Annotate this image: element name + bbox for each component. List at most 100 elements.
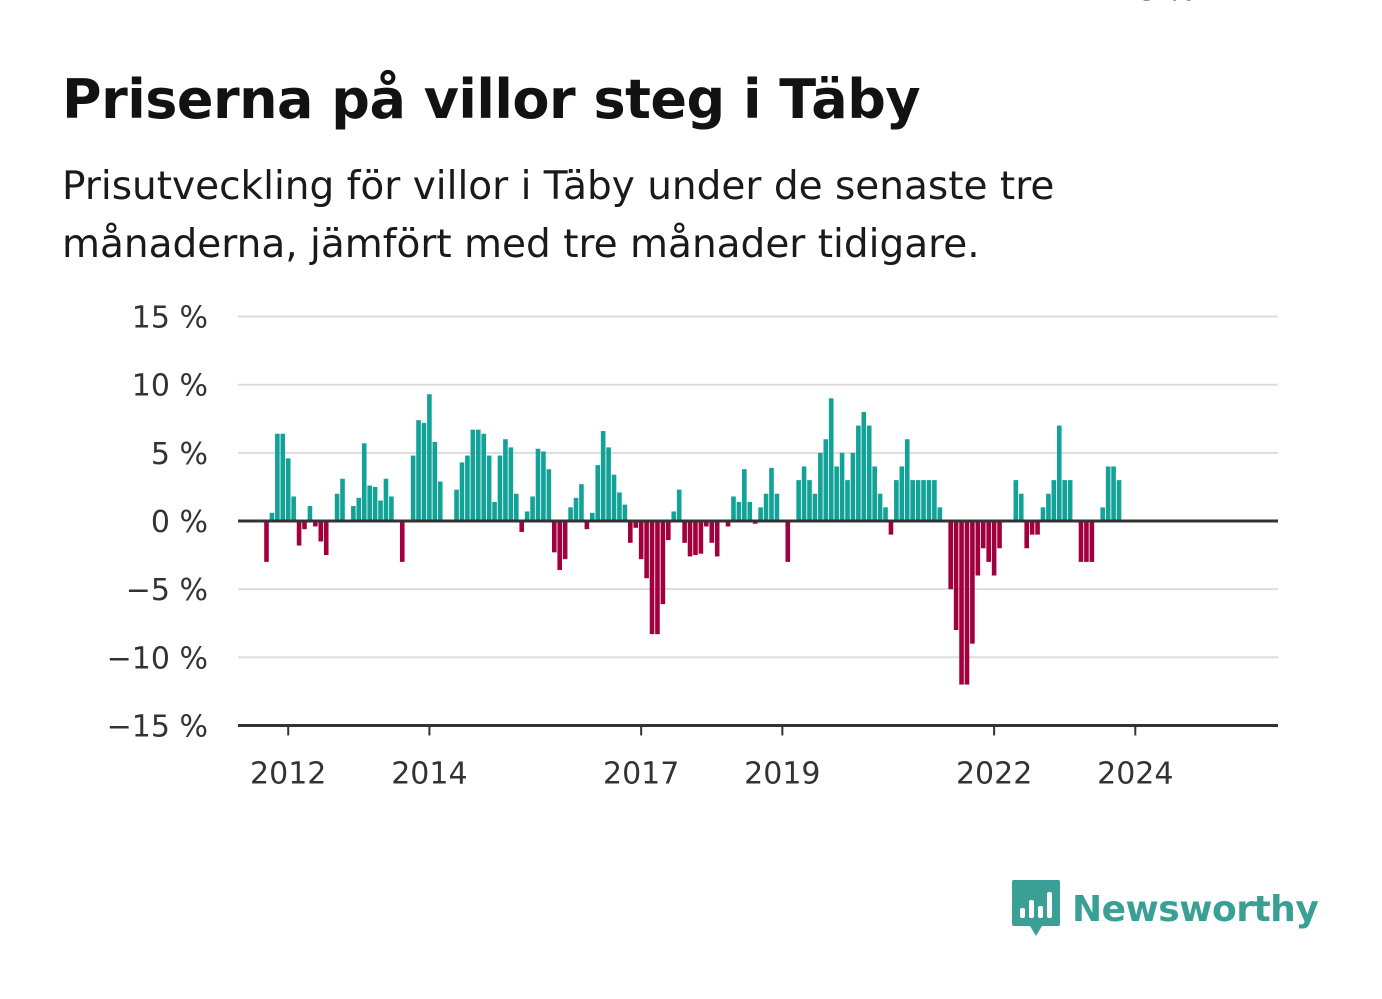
bar-negative <box>1024 521 1029 549</box>
bar-positive <box>361 443 367 521</box>
bar-positive <box>1062 480 1068 521</box>
bar-negative <box>948 521 953 590</box>
bar-positive <box>758 507 763 521</box>
bar-negative <box>997 521 1002 549</box>
bar-positive <box>937 507 943 521</box>
bar-positive <box>861 411 867 521</box>
bar-negative <box>628 521 633 543</box>
chart-subtitle: Prisutveckling för villor i Täby under d… <box>62 164 1055 267</box>
newsworthy-logo-icon <box>1012 880 1060 936</box>
bar-positive <box>1067 480 1073 521</box>
bar-positive <box>774 493 780 521</box>
bar-positive <box>421 422 427 521</box>
bar-positive <box>796 480 801 521</box>
y-tick-label: −15 % <box>107 709 208 744</box>
bar-negative <box>888 521 894 535</box>
bar-positive <box>437 481 443 521</box>
bar-negative <box>562 521 568 560</box>
bar-positive <box>291 496 296 521</box>
bar-positive <box>356 497 362 521</box>
bar-negative <box>519 521 525 532</box>
bar-negative <box>970 521 975 644</box>
bar-negative <box>725 521 731 527</box>
y-tick-label: 0 % <box>151 505 208 540</box>
bar-positive <box>747 501 753 521</box>
x-tick-label: 2017 <box>603 756 679 791</box>
bar-positive <box>470 429 476 521</box>
bar-positive <box>904 439 910 521</box>
bar-negative <box>682 521 687 543</box>
bar-positive <box>481 433 486 521</box>
bar-negative <box>323 521 329 556</box>
bar-positive <box>269 512 275 521</box>
bar-negative <box>557 521 563 571</box>
bar-positive <box>378 500 383 522</box>
y-axis-tick-labels: 15 % 10 % 5 % 0 % −5 % −10 % −15 % <box>107 301 208 745</box>
bar-positive <box>801 466 807 521</box>
bar-negative <box>959 521 964 685</box>
bar-positive <box>1051 480 1057 521</box>
bar-negative <box>709 521 715 543</box>
bar-positive <box>812 493 818 521</box>
bar-positive <box>410 455 416 521</box>
bar-positive <box>676 489 682 521</box>
bar-negative <box>551 521 557 553</box>
bar-negative <box>1029 521 1035 535</box>
bar-negative <box>655 521 660 635</box>
bar-negative <box>953 521 959 631</box>
latest-value-label: 3 % <box>1138 0 1195 8</box>
x-tick-label: 2019 <box>744 756 820 791</box>
bar-positive <box>622 504 628 521</box>
y-tick-label: −5 % <box>126 573 208 608</box>
bar-positive <box>736 501 742 521</box>
x-tick-label: 2014 <box>391 756 467 791</box>
bar-positive <box>340 478 345 521</box>
bar-positive <box>475 429 481 521</box>
bar-positive <box>611 474 617 521</box>
bar-positive <box>910 480 915 521</box>
bar-positive <box>541 451 546 521</box>
bar-positive <box>513 493 519 521</box>
bar-positive <box>416 420 421 521</box>
bar-positive <box>839 452 845 521</box>
bar-negative <box>975 521 981 576</box>
bar-negative <box>693 521 698 556</box>
bar-negative <box>1078 521 1084 562</box>
bar-negative <box>964 521 970 685</box>
bar-positive <box>285 458 291 521</box>
bar-positive <box>769 467 774 521</box>
bar-negative <box>714 521 720 557</box>
bar-negative <box>666 521 671 541</box>
bar-positive <box>524 511 530 521</box>
bar-positive <box>497 455 503 521</box>
bar-positive <box>1013 480 1019 521</box>
x-tick-label: 2012 <box>250 756 326 791</box>
bar-positive <box>579 484 584 521</box>
bar-positive <box>1105 466 1111 521</box>
bar-positive <box>617 492 622 521</box>
bar-positive <box>866 425 872 521</box>
bar-positive <box>389 496 394 521</box>
bar-positive <box>1100 507 1106 521</box>
bar-positive <box>742 469 747 521</box>
gridlines <box>238 315 1278 659</box>
bar-positive <box>818 452 823 521</box>
bar-positive <box>595 465 601 521</box>
bar-positive <box>915 480 921 521</box>
bar-positive <box>1018 493 1024 521</box>
bar-negative <box>633 521 639 528</box>
bar-positive <box>573 497 579 521</box>
bar-positive <box>600 431 606 521</box>
bar-positive <box>877 493 883 521</box>
bar-positive <box>894 480 899 521</box>
y-tick-label: −10 % <box>107 641 208 676</box>
bar-negative <box>644 521 649 579</box>
bar-positive <box>459 462 465 521</box>
bar-positive <box>899 466 905 521</box>
bar-positive <box>1116 480 1122 521</box>
bar-negative <box>687 521 693 557</box>
bar-negative <box>785 521 791 562</box>
bar-negative <box>991 521 997 576</box>
bar-positive <box>671 511 677 521</box>
